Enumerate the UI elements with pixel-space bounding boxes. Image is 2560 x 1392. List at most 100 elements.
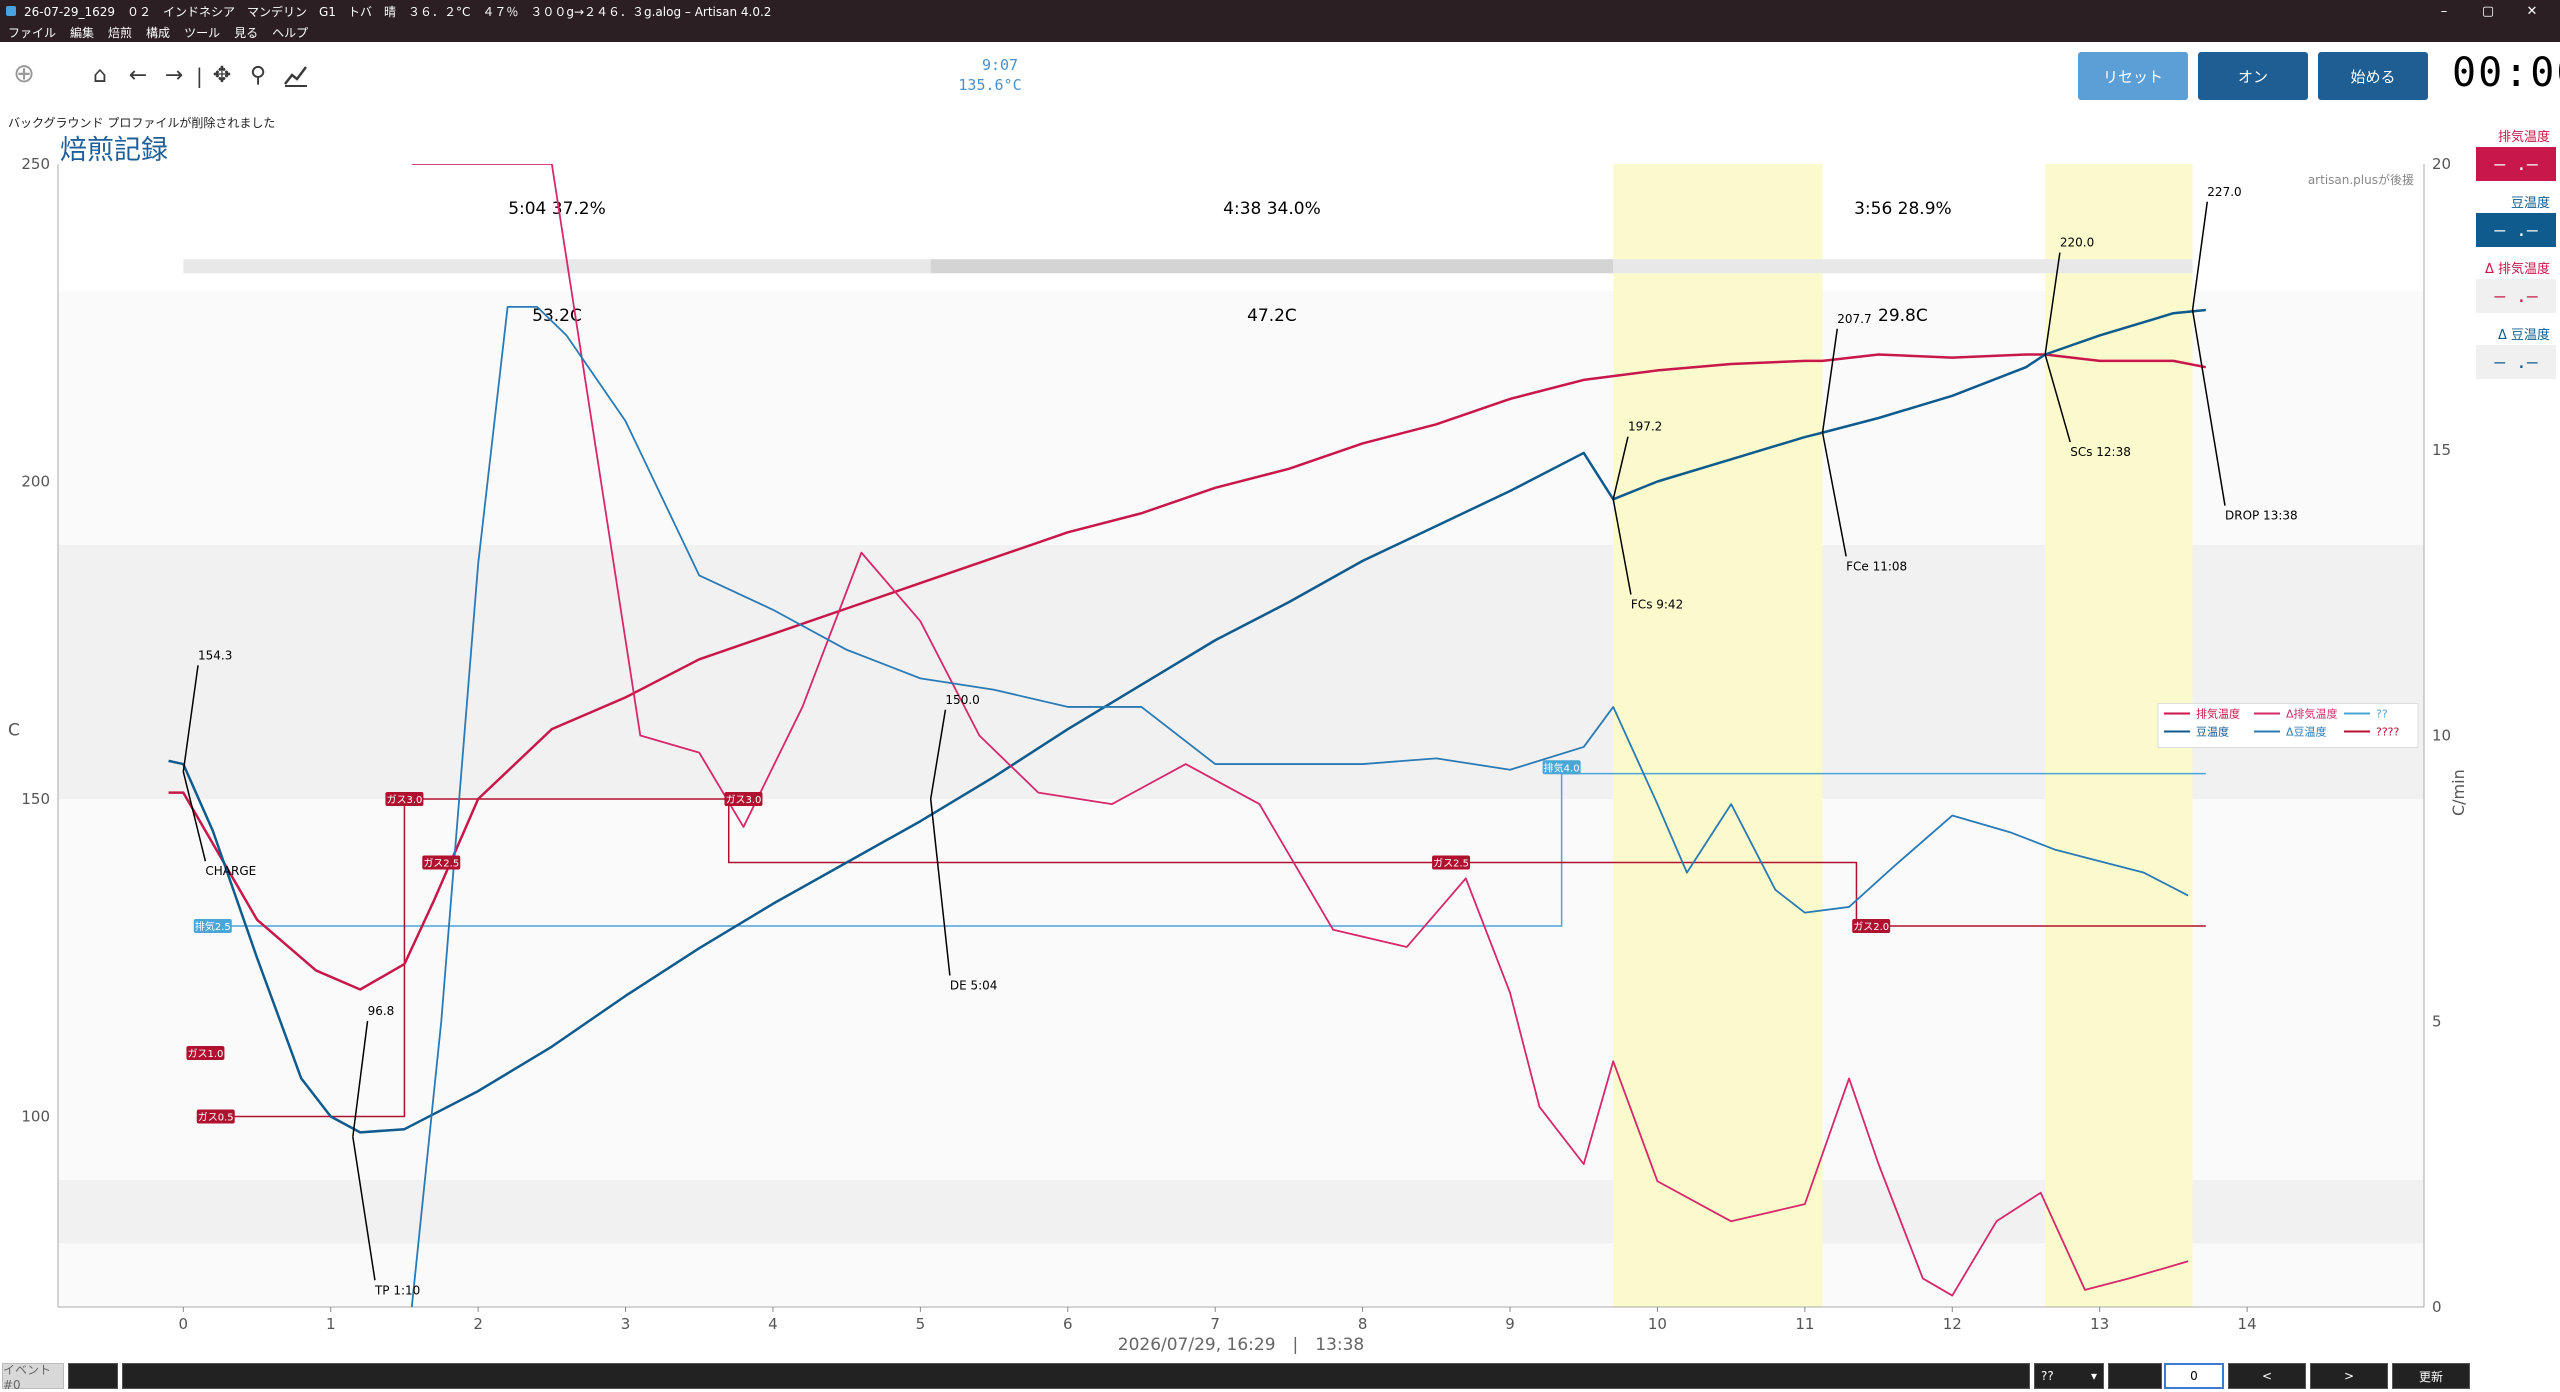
x-tick-label-7: 7 <box>1210 1315 1220 1333</box>
annotation-label-4: FCe 11:08 <box>1846 559 1907 573</box>
annotation-value-2: 150.0 <box>945 693 979 707</box>
phase-band-2 <box>58 1180 2424 1244</box>
y2-tick-label-0: 0 <box>2432 1298 2442 1316</box>
legend-label-1: 豆温度 <box>2196 725 2229 739</box>
minimize-icon[interactable]: – <box>2440 3 2448 19</box>
annotation-value-1: 96.8 <box>368 1004 395 1018</box>
x-tick-label-3: 3 <box>621 1315 631 1333</box>
event-flag-3 <box>385 792 424 806</box>
lcd-det-panel: Δ 排気温度 – .– <box>2476 258 2556 313</box>
annotation-leader-label-4 <box>1821 432 1847 557</box>
series-line-0 <box>168 353 2207 991</box>
x-tick-label-6: 6 <box>1063 1315 1073 1333</box>
lcd-et-panel: 排気温度 – .– <box>2476 126 2556 181</box>
add-icon[interactable]: ⊕ <box>13 59 35 89</box>
event-flag-0 <box>186 1046 225 1060</box>
menu-file[interactable]: ファイル <box>8 25 57 40</box>
event-description-field[interactable] <box>122 1363 2030 1389</box>
annotation-value-4: 207.7 <box>1837 312 1871 326</box>
toolbar-separator: | <box>196 64 203 88</box>
menu-tools[interactable]: ツール <box>184 25 221 40</box>
event-spinbox[interactable]: 0 <box>2164 1363 2224 1389</box>
event-value-field[interactable] <box>2108 1363 2162 1389</box>
annotation-leader-value-3 <box>1612 436 1629 500</box>
pan-icon[interactable]: ✥ <box>212 63 232 88</box>
phase-delta-0: 53.2C <box>532 306 582 326</box>
event-flag-label-4: ガス2.5 <box>423 858 459 870</box>
phase-delta-2: 29.8C <box>1878 306 1928 326</box>
annotation-label-2: DE 5:04 <box>950 979 998 993</box>
back-arrow-icon[interactable]: ← <box>128 63 148 88</box>
legend-label-5: ???? <box>2376 726 2400 739</box>
legend-box <box>2157 703 2419 748</box>
annotation-value-5: 220.0 <box>2060 236 2094 250</box>
lcd-bt-value: – .– <box>2476 213 2556 247</box>
event-flag-6 <box>1432 855 1471 870</box>
event-combo[interactable]: ?? ▾ <box>2034 1363 2104 1389</box>
x-tick-label-2: 2 <box>473 1315 483 1333</box>
update-button[interactable]: 更新 <box>2392 1363 2470 1389</box>
phase-time-2: 3:56 28.9% <box>1854 199 1952 219</box>
x-tick-label-4: 4 <box>768 1315 778 1333</box>
y-tick-label-250: 250 <box>21 155 50 173</box>
phase-time-1: 4:38 34.0% <box>1223 199 1321 219</box>
event-flag-4 <box>422 855 461 870</box>
x-tick-label-9: 9 <box>1505 1315 1515 1333</box>
y2-tick-label-15: 15 <box>2432 441 2451 459</box>
event-flag-label-6: ガス2.5 <box>1433 858 1469 870</box>
annotation-leader-label-3 <box>1612 499 1632 595</box>
x-tick-label-10: 10 <box>1648 1315 1667 1333</box>
chart-title: 焙煎記録 <box>60 135 168 166</box>
annotation-label-5: SCs 12:38 <box>2070 445 2131 459</box>
event-combo-value: ?? <box>2041 1369 2054 1383</box>
menu-roast[interactable]: 焙煎 <box>108 25 133 40</box>
legend-label-2: Δ排気温度 <box>2286 707 2338 721</box>
menu-view[interactable]: 見る <box>234 25 259 40</box>
y2-axis-label: C/min <box>2449 769 2468 816</box>
lcd-dbt-label: Δ 豆温度 <box>2497 328 2550 343</box>
legend-label-3: Δ豆温度 <box>2286 725 2327 739</box>
series-line-3 <box>410 305 2189 1307</box>
lcd-dbt-value: – .– <box>2476 345 2556 379</box>
bottom-bar: イベント #0 ?? ▾ 0 < > 更新 <box>0 1360 2560 1392</box>
close-icon[interactable]: ✕ <box>2526 3 2538 19</box>
reset-button[interactable]: リセット <box>2078 52 2188 100</box>
chevron-down-icon: ▾ <box>2090 1369 2097 1383</box>
event-spin-value: 0 <box>2190 1369 2198 1383</box>
phase-delta-1: 47.2C <box>1247 306 1297 326</box>
annotation-label-6: DROP 13:38 <box>2225 509 2298 523</box>
zoom-icon[interactable]: ⚲ <box>249 63 267 88</box>
next-event-button[interactable]: > <box>2310 1363 2388 1389</box>
annotation-leader-label-0 <box>182 771 207 862</box>
y2-tick-label-10: 10 <box>2432 727 2451 745</box>
crack-highlight-0 <box>1613 164 1823 1307</box>
menu-config[interactable]: 構成 <box>146 25 171 40</box>
event-flag-label-3: ガス3.0 <box>386 794 422 806</box>
lcd-time: 9:07 <box>981 56 1019 74</box>
home-icon[interactable]: ⌂ <box>93 63 107 88</box>
roast-chart[interactable]: 5:04 37.2% 53.2C 4:38 34.0% 47.2C 3:56 28.9%… <box>0 150 2480 1360</box>
event-flag-label-5: ガス3.0 <box>726 794 762 806</box>
menu-help[interactable]: ヘルプ <box>272 25 309 40</box>
maximize-icon[interactable]: ▢ <box>2481 3 2495 19</box>
window-title: 26-07-29_1629 ０２ インドネシア マンデリン G1 トバ 晴 ３６… <box>24 4 772 19</box>
phase-time-0: 5:04 37.2% <box>508 199 606 219</box>
y-tick-label-100: 100 <box>21 1108 50 1126</box>
y-tick-label-150: 150 <box>21 790 50 808</box>
start-button[interactable]: 始める <box>2318 52 2428 100</box>
annotation-leader-value-2 <box>929 709 947 800</box>
y2-tick-label-20: 20 <box>2432 155 2451 173</box>
event-flag-label-0: ガス1.0 <box>187 1048 223 1060</box>
legend-label-0: 排気温度 <box>2196 707 2240 721</box>
event-flag-label-8: ガス2.0 <box>1853 921 1889 933</box>
line-chart-icon[interactable] <box>282 62 310 90</box>
annotation-value-0: 154.3 <box>198 648 232 662</box>
forward-arrow-icon[interactable]: → <box>164 63 184 88</box>
on-button[interactable]: オン <box>2198 52 2308 100</box>
annotation-leader-value-1 <box>352 1020 369 1137</box>
menu-edit[interactable]: 編集 <box>70 25 95 40</box>
annotation-leader-value-0 <box>182 665 199 772</box>
prev-event-button[interactable]: < <box>2228 1363 2306 1389</box>
legend-label-4: ?? <box>2376 708 2388 721</box>
event-type-field[interactable] <box>68 1363 118 1389</box>
